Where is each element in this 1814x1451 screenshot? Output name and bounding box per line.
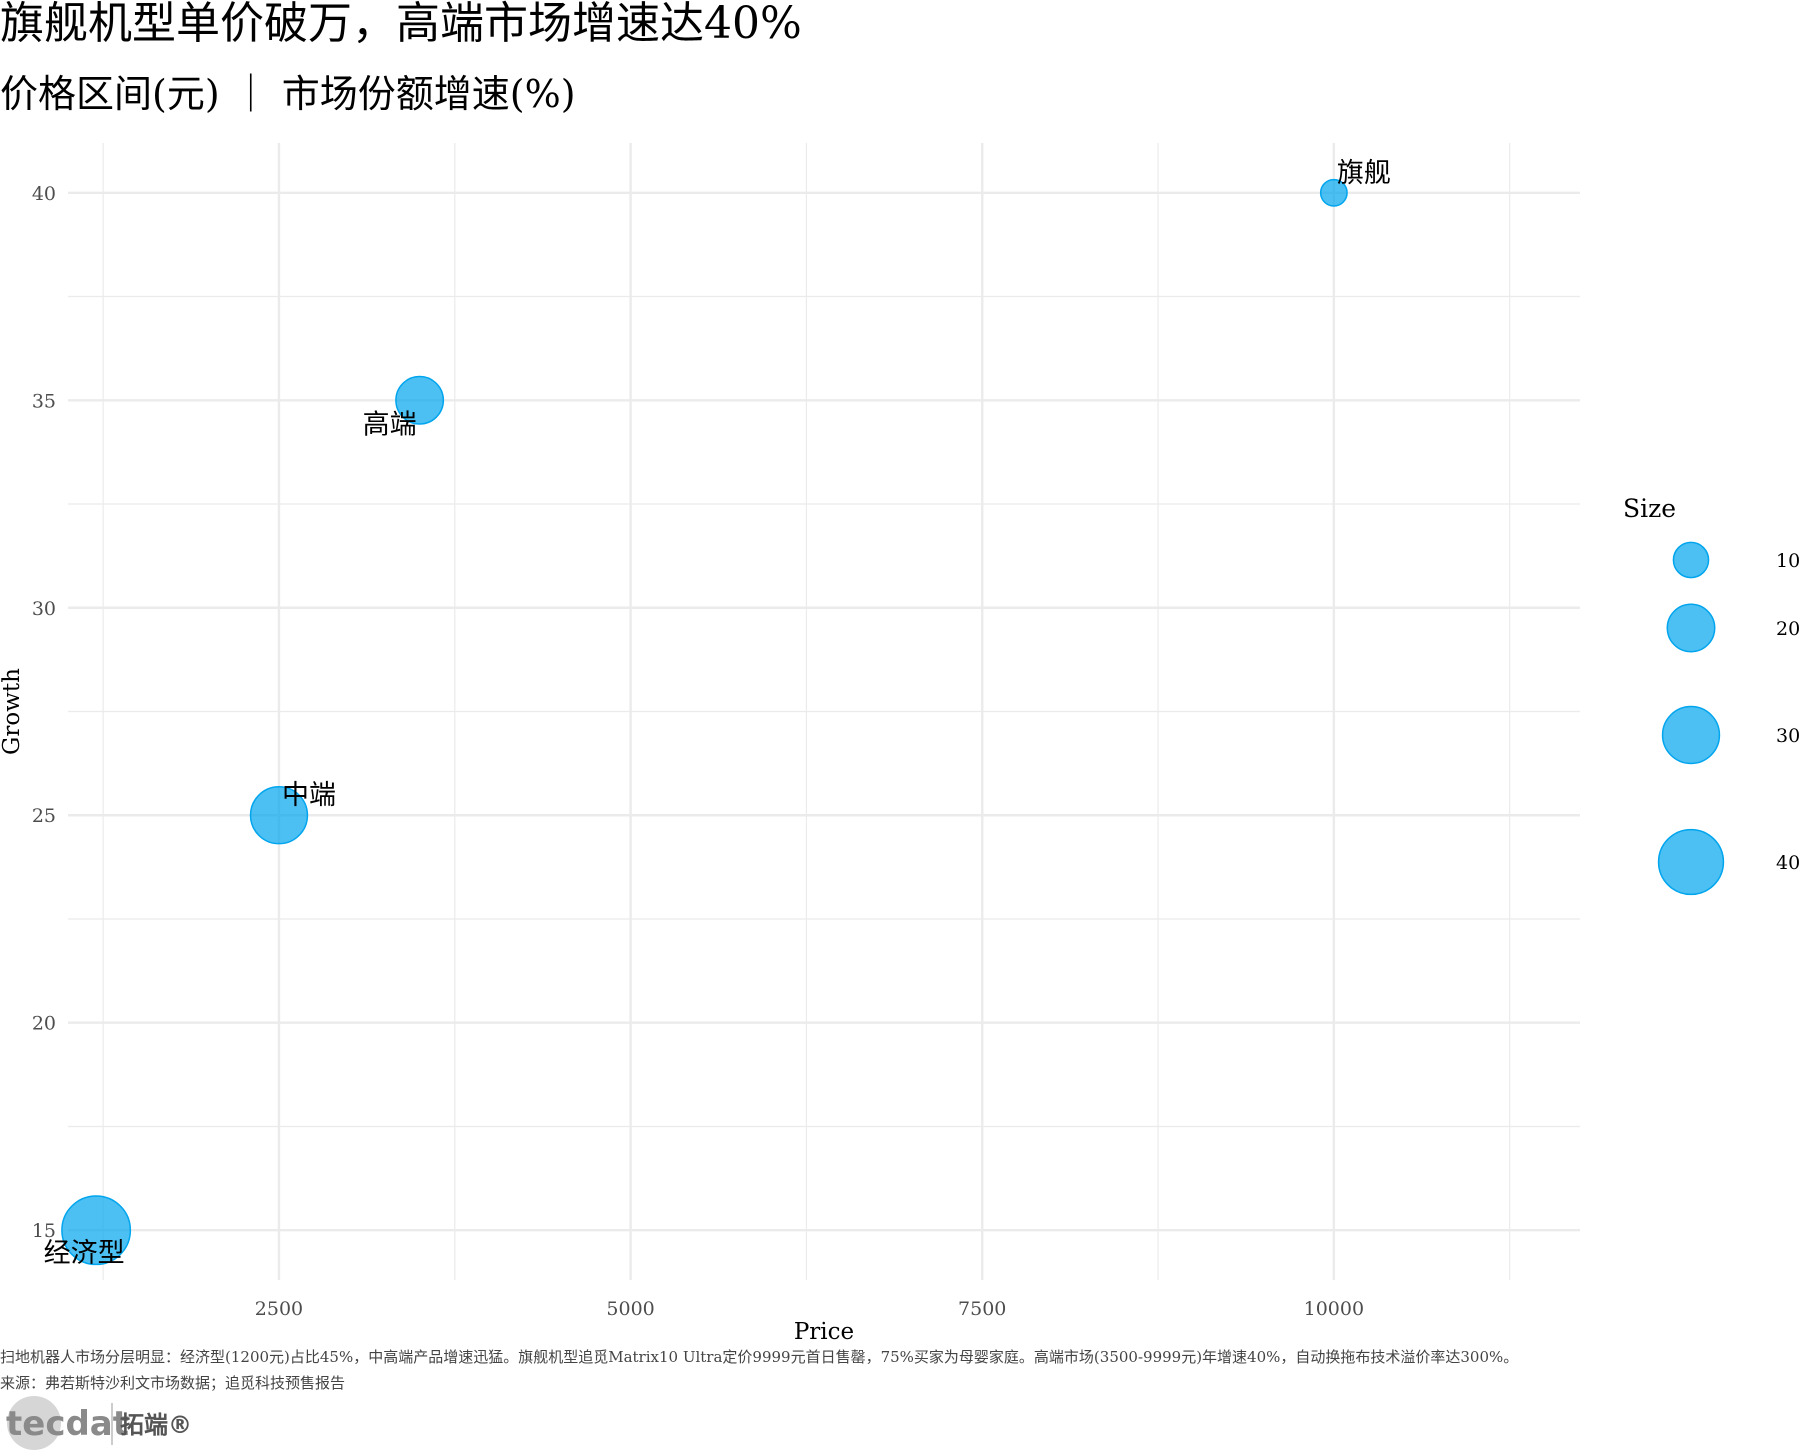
bubble-label: 经济型 <box>44 1238 125 1269</box>
tecdat-logo: tecdat 拓端® <box>6 1396 192 1450</box>
bubbles <box>61 178 1348 1266</box>
legend-title: Size <box>1623 494 1676 523</box>
x-tick-label: 10000 <box>1304 1298 1364 1320</box>
y-axis-title: Growth <box>0 668 25 755</box>
y-tick-label: 15 <box>32 1220 56 1242</box>
logo-text: tecdat <box>6 1404 129 1444</box>
x-axis-title: Price <box>794 1319 854 1345</box>
caption-text: 扫地机器人市场分层明显：经济型(1200元)占比45%，中高端产品增速迅猛。旗舰… <box>0 1348 1519 1366</box>
grid-lines <box>68 143 1580 1280</box>
y-tick-label: 35 <box>32 390 56 412</box>
y-tick-label: 25 <box>32 805 56 827</box>
bubble-label: 旗舰 <box>1337 158 1391 189</box>
bubble <box>395 375 445 425</box>
bubble-label: 中端 <box>282 780 336 811</box>
legend-bubble <box>1672 541 1710 579</box>
source-text: 来源：弗若斯特沙利文市场数据；追觅科技预售报告 <box>0 1374 346 1392</box>
logo-cn-text: 拓端® <box>120 1411 192 1439</box>
bubble <box>1319 178 1348 207</box>
legend-label: 30 <box>1776 725 1800 747</box>
axes: 2500 5000 7500 10000 15 20 25 30 35 40 Price Growth <box>0 183 1364 1345</box>
y-tick-label: 20 <box>32 1013 56 1035</box>
size-legend: Size 10 20 30 40 <box>1623 494 1800 896</box>
x-tick-label: 7500 <box>958 1298 1006 1320</box>
bubble <box>249 786 309 845</box>
x-tick-label: 5000 <box>606 1298 654 1320</box>
logo-circle <box>7 1396 61 1450</box>
chart-title: 旗舰机型单价破万，高端市场增速达40% <box>0 0 802 49</box>
legend-bubble <box>1666 603 1716 653</box>
legend-label: 10 <box>1776 550 1800 572</box>
legend-bubble <box>1657 828 1725 896</box>
bubble-labels: 经济型 中端 高端 旗舰 <box>44 158 1391 1269</box>
bubble-label: 高端 <box>363 409 417 440</box>
bubble-chart: 经济型 中端 高端 旗舰 2500 5000 7500 10000 15 20 25 30 35 40 P… <box>0 143 1800 1345</box>
bubble <box>61 1195 132 1266</box>
y-tick-label: 40 <box>32 183 56 205</box>
legend-label: 40 <box>1776 852 1800 874</box>
chart-subtitle: 价格区间(元) ｜ 市场份额增速(%) <box>0 72 576 116</box>
legend-label: 20 <box>1776 618 1800 640</box>
legend-bubble <box>1661 705 1721 765</box>
x-tick-label: 2500 <box>255 1298 303 1320</box>
y-tick-label: 30 <box>32 598 56 620</box>
